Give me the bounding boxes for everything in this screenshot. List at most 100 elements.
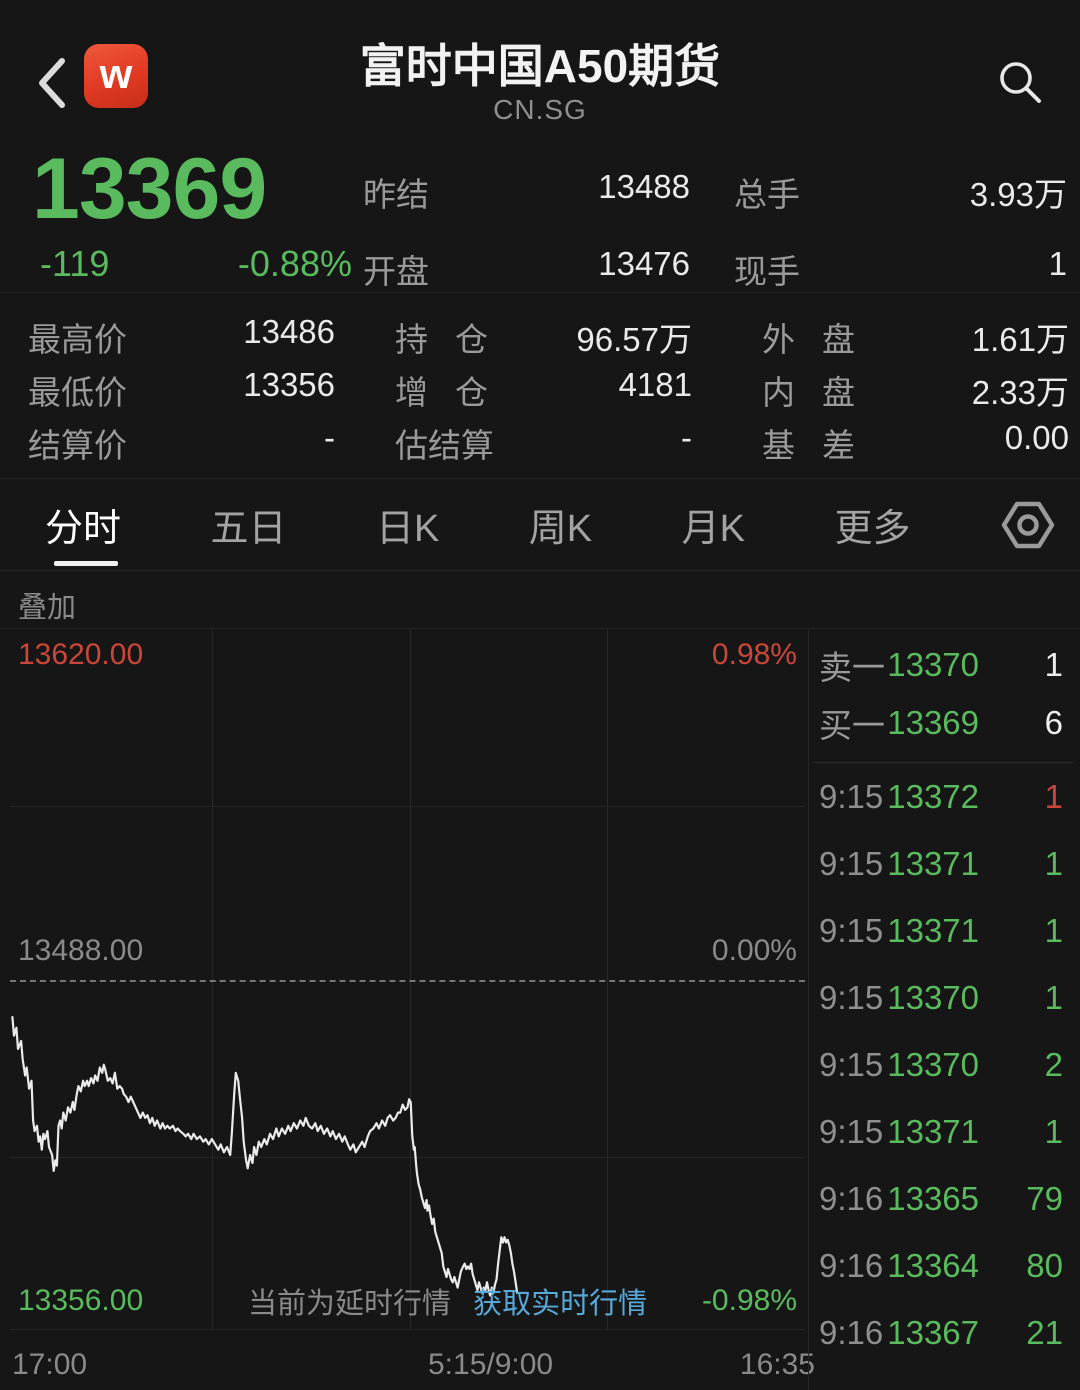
- trade-qty: 1: [1044, 777, 1063, 815]
- wind-app-logo-icon[interactable]: w: [84, 44, 148, 108]
- trade-qty: 2: [1044, 1045, 1063, 1083]
- trade-price: 13367: [887, 1313, 979, 1351]
- y-label-prev-close: 13488.00: [18, 934, 144, 967]
- quote-value: 0.00: [1004, 419, 1069, 456]
- quote-label: 增仓: [395, 374, 515, 411]
- trade-row: 9:15 13371 1: [809, 830, 1080, 897]
- quote-value: 3.93万: [969, 176, 1067, 213]
- quote-value: 4181: [618, 366, 692, 403]
- trade-time: 9:15: [819, 777, 884, 815]
- trade-price: 13365: [887, 1179, 979, 1217]
- trade-time: 9:16: [819, 1313, 884, 1351]
- tab-minute[interactable]: 分时: [45, 508, 122, 550]
- trade-time: 9:16: [819, 1179, 884, 1217]
- quote-label: 总手: [734, 176, 800, 213]
- trade-qty: 21: [1026, 1313, 1063, 1351]
- gridline: [10, 1329, 805, 1330]
- trade-time: 9:15: [819, 911, 884, 949]
- tab-monthly-k[interactable]: 月K: [681, 508, 745, 550]
- instrument-code: CN.SG: [493, 94, 587, 125]
- gridline: [10, 1157, 805, 1158]
- separator: [0, 628, 1080, 629]
- delay-text: 当前为延时行情: [248, 1288, 452, 1320]
- chart-tabbar: 分时 五日 日K 周K 月K 更多: [0, 479, 1080, 570]
- active-tab-underline: [54, 561, 118, 566]
- page-title: 富时中国A50期货: [359, 40, 721, 92]
- quote-value: 13486: [243, 313, 335, 350]
- search-button[interactable]: [996, 58, 1044, 106]
- trade-price: 13372: [887, 777, 979, 815]
- trade-row: 9:15 13372 1: [809, 763, 1080, 830]
- quote-value: -: [324, 419, 335, 456]
- quote-value: 13476: [598, 245, 690, 282]
- pct-label-high: 0.98%: [711, 638, 797, 671]
- orderbook-panel[interactable]: 卖一 13370 1 买一 13369 6 9:15 13372 1 9:15 …: [808, 630, 1080, 1390]
- trade-row: 9:15 13370 1: [809, 964, 1080, 1031]
- intraday-chart[interactable]: 13620.00 0.98% 13488.00 0.00% 13356.00 -…: [10, 630, 805, 1330]
- trade-row: 9:16 13365 79: [809, 1165, 1080, 1232]
- back-button[interactable]: [34, 56, 70, 110]
- trade-time: 9:15: [819, 1112, 884, 1150]
- last-price: 13369: [32, 141, 267, 237]
- pct-label-zero: 0.00%: [711, 934, 797, 967]
- ask-row: 卖一 13370 1: [809, 630, 1080, 694]
- overlay-button[interactable]: 叠加: [18, 592, 77, 624]
- quote-label: 持仓: [395, 321, 515, 358]
- search-icon: [996, 58, 1044, 106]
- quote-label: 最低价: [28, 374, 127, 411]
- price-line-svg: [11, 1016, 519, 1297]
- back-chevron-icon: [34, 56, 70, 110]
- quote-value: 13488: [598, 168, 690, 205]
- tab-more[interactable]: 更多: [834, 508, 911, 550]
- trade-time: 9:15: [819, 844, 884, 882]
- trade-price: 13371: [887, 844, 979, 882]
- trade-row: 9:16 13367 21: [809, 1299, 1080, 1366]
- trade-qty: 1: [1044, 978, 1063, 1016]
- ask-qty: 1: [1044, 646, 1063, 683]
- get-realtime-link[interactable]: 获取实时行情: [473, 1288, 648, 1320]
- quote-value: -: [681, 419, 692, 456]
- separator: [0, 292, 1080, 293]
- tab-daily-k[interactable]: 日K: [375, 508, 440, 550]
- trade-price: 13371: [887, 1112, 979, 1150]
- separator: [0, 570, 1080, 571]
- separator: [0, 478, 1080, 479]
- quote-label: 估结算: [395, 427, 494, 464]
- ask-label: 卖一: [819, 649, 885, 686]
- trade-row: 9:15 13371 1: [809, 1098, 1080, 1165]
- quote-value: 1: [1048, 245, 1067, 282]
- quote-value: 1.61万: [971, 321, 1069, 358]
- trade-row: 9:16 13364 80: [809, 1232, 1080, 1299]
- trade-price: 13364: [887, 1246, 979, 1284]
- prev-close-dashed-line: [10, 980, 805, 982]
- trade-time: 9:15: [819, 978, 884, 1016]
- bid-price: 13369: [887, 704, 979, 741]
- quote-label: 最高价: [28, 321, 127, 358]
- pct-label-low: -0.98%: [701, 1284, 797, 1317]
- bid-qty: 6: [1044, 704, 1063, 741]
- tab-weekly-k[interactable]: 周K: [528, 508, 593, 550]
- chart-settings-button[interactable]: [1000, 497, 1056, 553]
- ask-price: 13370: [887, 646, 979, 683]
- price-change-pct: -0.88%: [237, 243, 352, 284]
- quote-label: 开盘: [363, 253, 429, 290]
- trade-price: 13370: [887, 978, 979, 1016]
- axis-time-start: 17:00: [12, 1348, 88, 1381]
- quote-label: 昨结: [363, 176, 429, 213]
- quote-label: 外盘: [762, 321, 882, 358]
- tab-five-day[interactable]: 五日: [210, 508, 287, 550]
- quote-value: 2.33万: [971, 374, 1069, 411]
- axis-time-end: 16:35: [739, 1348, 815, 1381]
- price-change: -119: [40, 243, 110, 284]
- trade-price: 13370: [887, 1045, 979, 1083]
- orderbook-divider: [813, 762, 1073, 763]
- trade-qty: 80: [1026, 1246, 1063, 1284]
- y-label-high: 13620.00: [18, 638, 144, 671]
- delayed-quote-note: 当前为延时行情 获取实时行情: [248, 1280, 647, 1322]
- quote-label: 现手: [734, 253, 800, 290]
- quote-value: 96.57万: [576, 321, 692, 358]
- trade-qty: 1: [1044, 1112, 1063, 1150]
- quote-label: 结算价: [28, 427, 127, 464]
- price-line: [11, 1016, 519, 1297]
